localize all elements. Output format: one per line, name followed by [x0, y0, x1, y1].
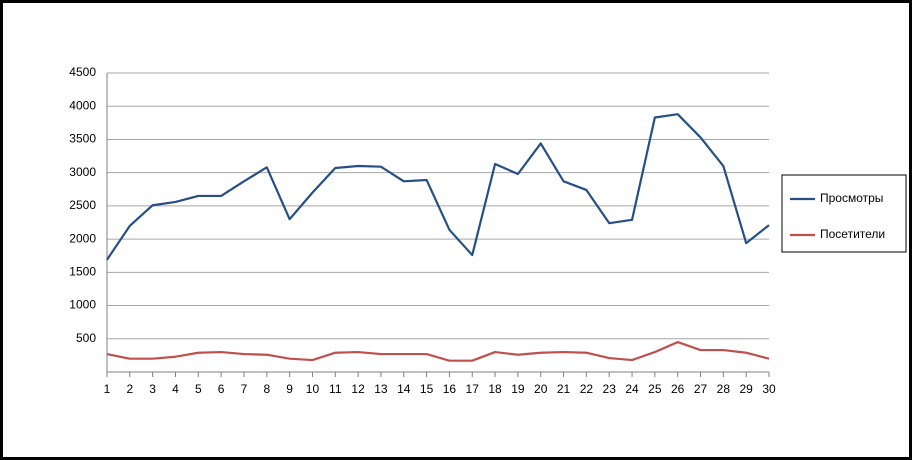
x-tick-label: 23 [603, 382, 617, 396]
x-tick-label: 5 [195, 382, 202, 396]
x-tick-label: 30 [762, 382, 776, 396]
x-tick-label: 2 [126, 382, 133, 396]
x-tick-label: 9 [286, 382, 293, 396]
y-tick-label: 4500 [69, 65, 96, 79]
x-tick-label: 21 [557, 382, 571, 396]
x-tick-label: 29 [739, 382, 753, 396]
x-tick-label: 11 [329, 382, 342, 396]
line-series [106, 113, 770, 261]
y-tick-label: 2000 [69, 231, 96, 245]
x-tick-label: 14 [397, 382, 411, 396]
y-tick-label: 4000 [69, 98, 96, 112]
x-tick-label: 25 [648, 382, 662, 396]
legend-label: Просмотры [820, 191, 883, 205]
x-tick-label: 17 [466, 382, 480, 396]
x-tick-label: 1 [104, 382, 111, 396]
x-tick-label: 8 [263, 382, 270, 396]
x-tick-label: 26 [671, 382, 685, 396]
x-tick-label: 18 [488, 382, 502, 396]
x-tick-label: 28 [717, 382, 731, 396]
x-tick-label: 4 [172, 382, 179, 396]
x-tick-label: 13 [374, 382, 388, 396]
x-tick-label: 27 [694, 382, 708, 396]
x-tick-label: 15 [420, 382, 434, 396]
x-tick-label: 16 [443, 382, 457, 396]
y-tick-label: 3500 [69, 132, 96, 146]
x-tick-label: 20 [534, 382, 548, 396]
x-tick-label: 22 [580, 382, 594, 396]
y-tick-label: 3000 [69, 165, 96, 179]
x-tick-label: 24 [625, 382, 639, 396]
x-tick-label: 10 [306, 382, 320, 396]
x-tick-label: 3 [149, 382, 156, 396]
y-tick-label: 500 [76, 331, 96, 345]
y-tick-label: 1000 [69, 298, 96, 312]
legend-box [781, 174, 907, 253]
y-tick-label: 1500 [69, 265, 96, 279]
x-tick-label: 19 [511, 382, 525, 396]
line-series [106, 341, 770, 362]
x-tick-label: 12 [351, 382, 365, 396]
x-tick-label: 7 [241, 382, 248, 396]
y-tick-label: 2500 [69, 198, 96, 212]
legend-label: Посетители [820, 227, 885, 241]
x-tick-label: 6 [218, 382, 225, 396]
